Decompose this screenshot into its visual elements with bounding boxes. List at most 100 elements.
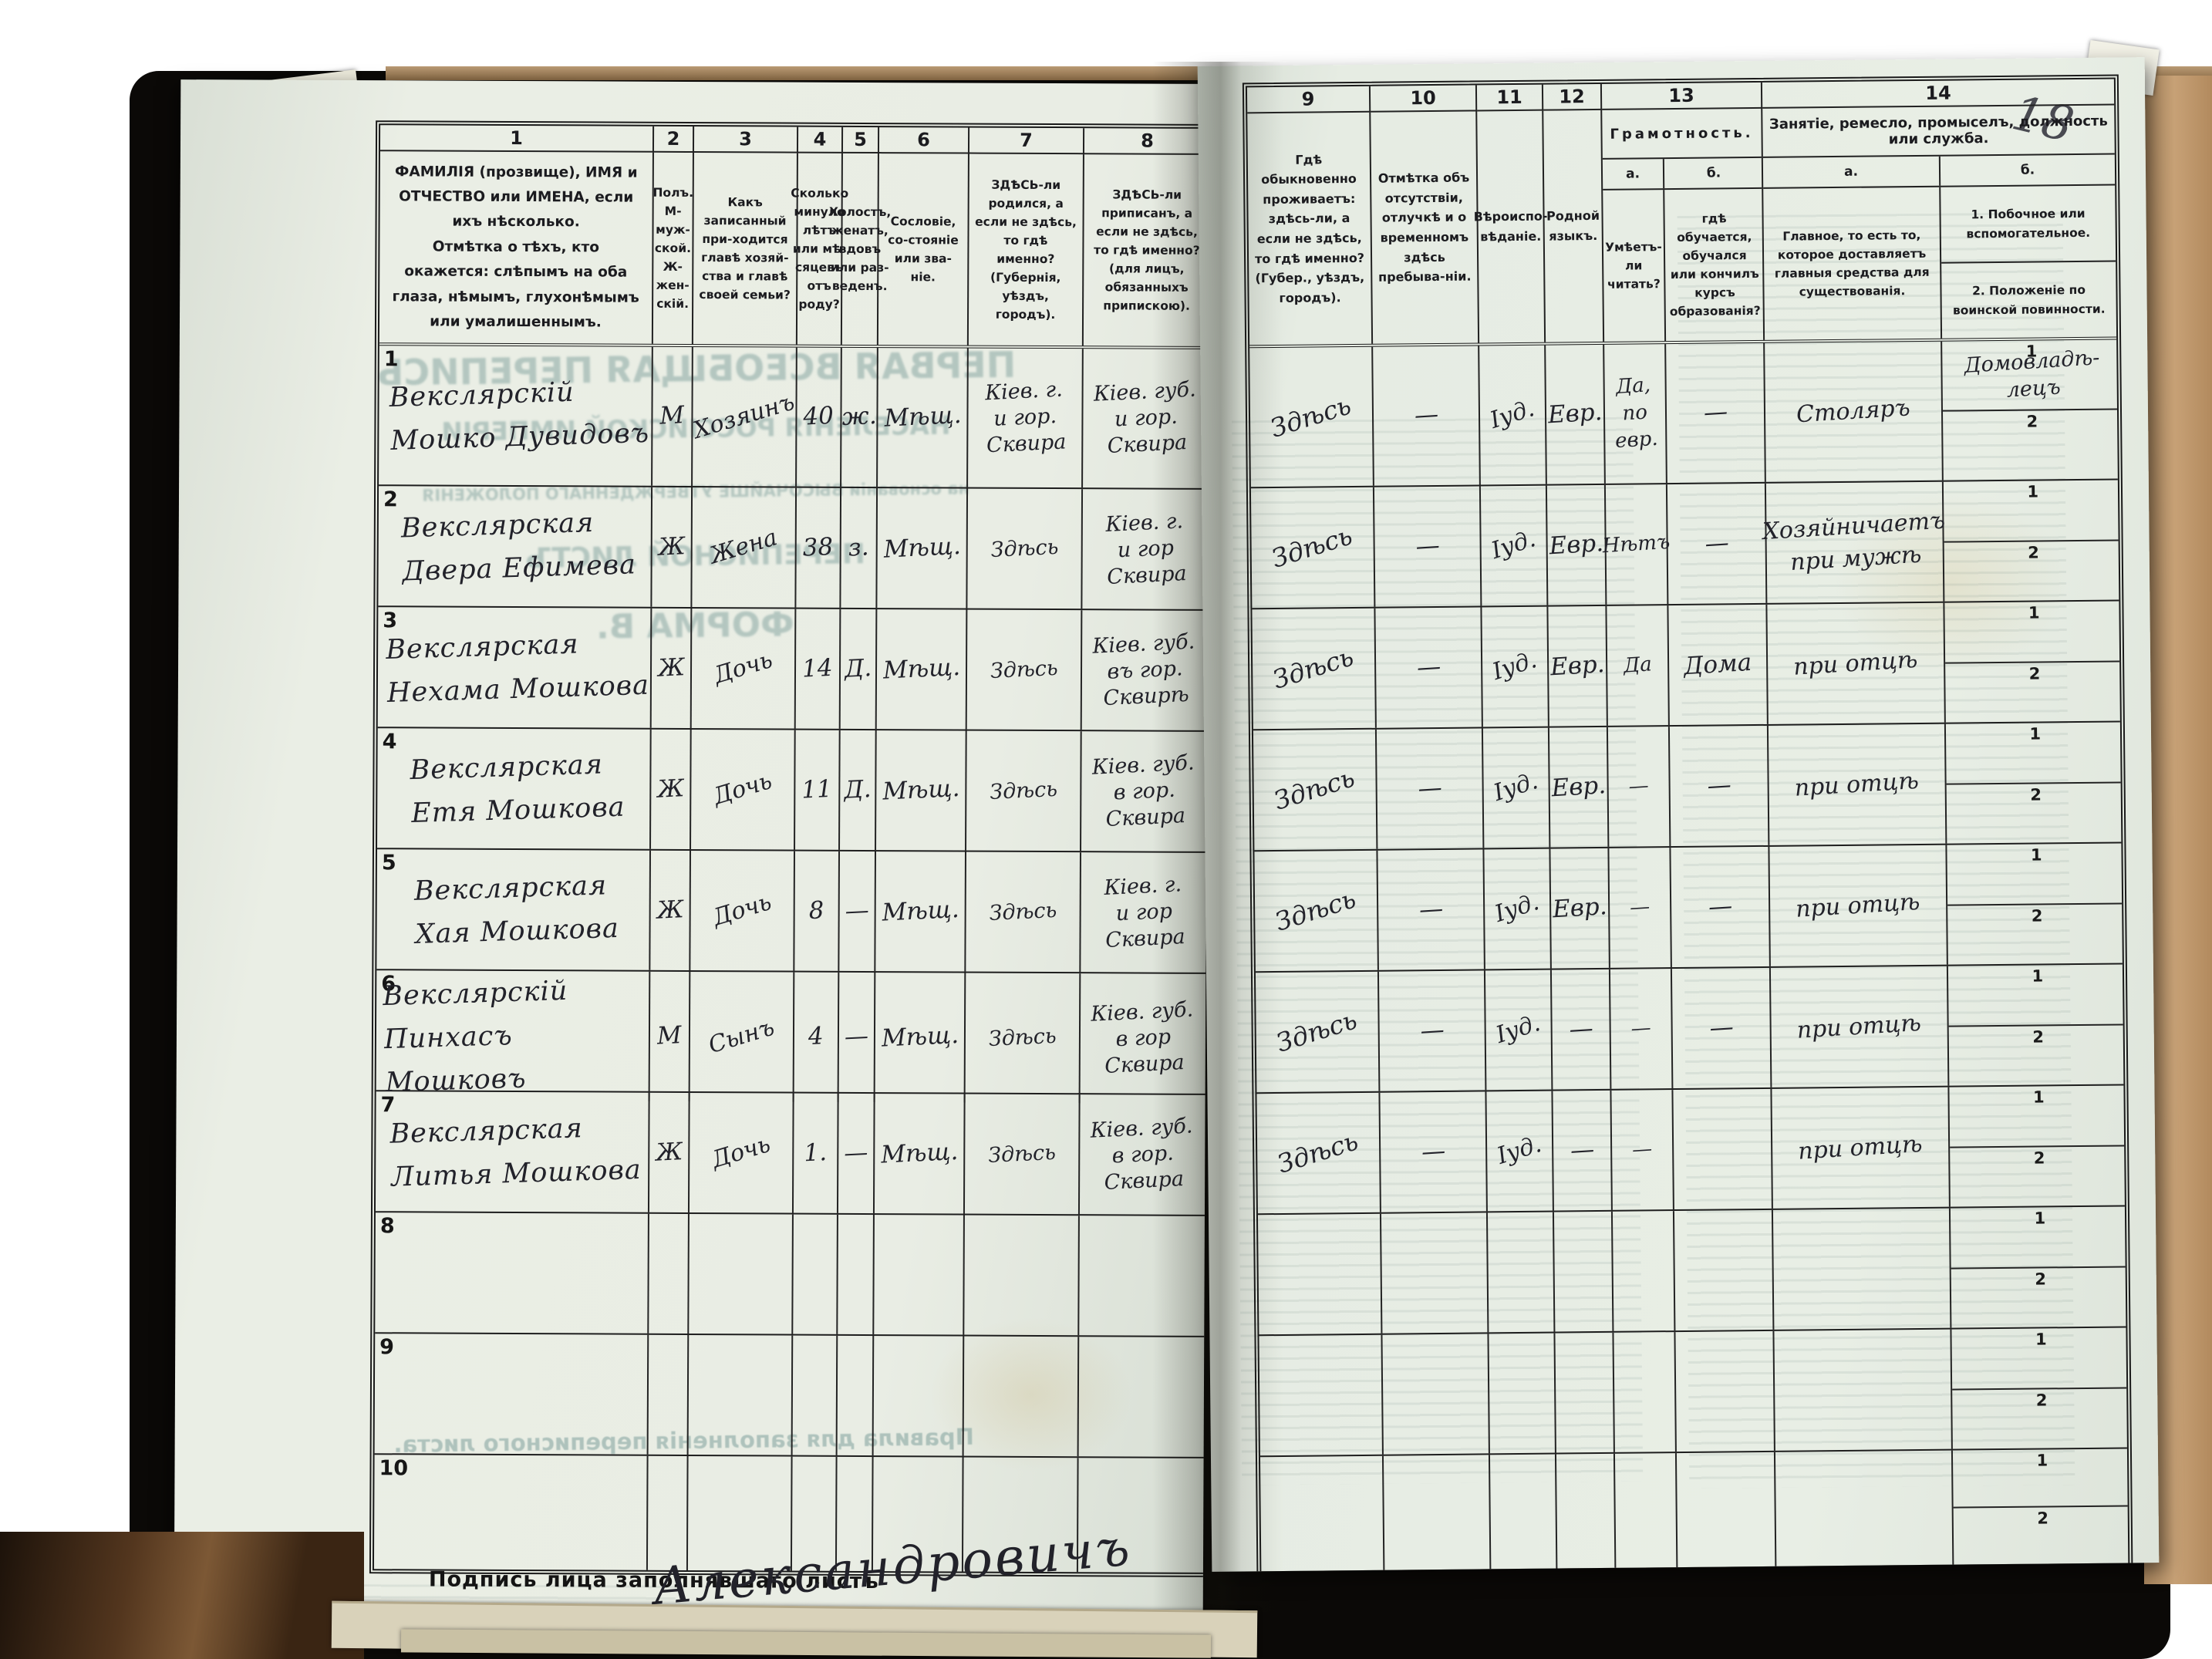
cell-name: 4 Векслярская Етя Мошкова [377, 728, 652, 849]
cell-age: 1. [793, 1093, 839, 1213]
header-registration: ЗДѢСЬ-ли приписанъ, а если не здѣсь, то … [1094, 187, 1200, 313]
cell-literacy: Нѣтъ [1602, 484, 1671, 605]
hw-estate: Мѣщ. [882, 652, 961, 685]
cell-faith: Іуд. [1482, 727, 1551, 848]
side-sub2: 2 [1950, 1146, 2125, 1207]
hw-estate: Мѣщ. [883, 401, 962, 433]
hw-literacy: Да [1622, 652, 1653, 678]
side-sub1: 1 [1944, 601, 2120, 664]
cell-side-occupation: 1 Домовладѣ- лецъ 2 [1942, 339, 2118, 481]
hw-education: — [1708, 1013, 1735, 1042]
col-number: 14 [1762, 79, 2115, 109]
column-numbers-left: 1 2 3 4 5 6 7 8 [379, 125, 1210, 155]
cell-marital: — [839, 851, 877, 972]
hw-relation: Дочь [710, 646, 776, 690]
sub1-label: 1 [2034, 1209, 2046, 1228]
header-row-left: ФАМИЛІЯ (прозвище), ИМЯ и ОТЧЕСТВО или И… [379, 151, 1209, 346]
hw-absence: — [1419, 1015, 1445, 1045]
side-sub2: 2 [1944, 541, 2119, 602]
hw-relation: Дочь [708, 1131, 774, 1174]
hw-language: Евр. [1551, 892, 1608, 923]
cell-name: 9 [374, 1334, 649, 1455]
hw-age: 11 [801, 774, 833, 804]
hw-language: Евр. [1550, 770, 1607, 802]
row-number: 1 [383, 347, 399, 372]
col-number: 11 [1476, 84, 1544, 112]
sub2-label: 2 [2028, 663, 2041, 683]
hw-occupation: при отцѣ [1796, 1009, 1923, 1044]
sub1-label: 1 [2029, 724, 2042, 744]
cell-birthplace [963, 1336, 1080, 1457]
hw-language: Евр. [1548, 528, 1604, 560]
hw-language: — [1569, 1135, 1595, 1165]
side-sub1: 1 [1952, 1448, 2128, 1509]
cell-birthplace: Здѣсь [966, 609, 1083, 730]
col-number: 7 [969, 127, 1085, 155]
cell-relation: Жена [692, 487, 797, 608]
cell-marital: — [838, 972, 876, 1103]
cell-faith: Іуд. [1480, 485, 1549, 606]
cell-residence: Здѣсь [1249, 346, 1374, 487]
cell-relation: Дочь [691, 729, 796, 850]
table-row: 1 2 [1259, 1448, 2128, 1572]
table-row: Здѣсь — Іуд. Евр. — — при отцѣ 1 2 [1254, 843, 2123, 973]
cell-registration: Кіев. губ. и гор. Сквира [1083, 349, 1209, 488]
hw-age: 38 [802, 532, 835, 562]
header-residence: Гдѣ обыкновенно проживаетъ: здѣсь-ли, а … [1247, 112, 1374, 346]
cell-language: Евр. [1548, 605, 1608, 727]
cell-marital [838, 1214, 875, 1335]
hw-literacy: Нѣтъ [1601, 530, 1671, 558]
cell-residence: Здѣсь [1254, 850, 1379, 972]
hw-registration: Кіев. губ. в гор Сквира [1090, 997, 1194, 1078]
header-occupation-main: Главное, то есть то, которое доставляетъ… [1763, 187, 1943, 340]
cell-language: Евр. [1546, 344, 1606, 484]
cell-residence: Здѣсь [1255, 971, 1381, 1093]
table-row: 6 Векслярскій Пинхасъ Мошковъ М Сынъ 4 —… [376, 970, 1209, 1104]
table-row: Здѣсь — Іуд. Евр. Нѣтъ — Хозяйничаетъ пр… [1250, 480, 2119, 610]
cell-literacy [1612, 1211, 1676, 1331]
side-sub1: 1 [1951, 1327, 2127, 1391]
hw-birthplace: Здѣсь [988, 898, 1057, 926]
cell-side-occupation: 1 2 [1952, 1448, 2128, 1564]
cell-side-occupation: 1 2 [1947, 843, 2123, 964]
cell-side-occupation: 1 2 [1949, 1085, 2125, 1207]
cell-absence: — [1378, 970, 1487, 1091]
cell-registration: Кіев. губ. в гор Сквира [1081, 973, 1207, 1104]
census-table-right: 9 10 11 12 13 14 Гдѣ обыкновенно прожива… [1242, 74, 2133, 1572]
table-row: Здѣсь — Іуд. Евр. Да Дома при отцѣ 1 2 [1252, 601, 2120, 731]
hw-age: 8 [808, 895, 825, 925]
hw-faith: Іуд. [1486, 394, 1538, 434]
cell-registration: Кіев. губ. въ гор. Сквирѣ [1082, 610, 1209, 730]
side-sub1: 1 [1943, 480, 2119, 543]
sub2-label: 2 [2032, 1027, 2044, 1047]
cell-absence: — [1373, 346, 1481, 486]
table-row: Здѣсь — Іуд. Евр. Да, по евр. — Столяръ … [1249, 339, 2118, 489]
cell-education [1676, 1452, 1777, 1568]
sub2-label: 2 [2037, 1509, 2048, 1528]
header-14b-letter: б. [2020, 162, 2035, 178]
hw-literacy: — [1631, 1137, 1654, 1162]
cell-language: — [1551, 969, 1612, 1090]
hw-occupation: при отцѣ [1797, 1130, 1924, 1165]
table-row: 2 Векслярская Двера Ефимева Ж Жена 38 з.… [378, 486, 1210, 611]
cell-marital: Д. [840, 730, 877, 851]
cell-language: Евр. [1549, 727, 1610, 848]
cell-registration: Кіев. губ. в гор. Сквира [1080, 1094, 1206, 1215]
side-sub2: 2 [1949, 1025, 2124, 1086]
cell-occupation [1774, 1329, 1953, 1451]
cell-sex [649, 1213, 690, 1334]
hw-sex: Ж [656, 895, 684, 925]
cell-language [1555, 1332, 1615, 1453]
header-literacy-group: Грамотность. а. б. Умѣетъ-ли читать? гдѣ… [1602, 108, 1765, 342]
cell-literacy [1614, 1453, 1678, 1568]
cell-relation: Хозяинъ [690, 347, 797, 487]
cell-registration [1079, 1216, 1205, 1336]
cell-sex: М [649, 971, 691, 1101]
hw-education: — [1702, 397, 1728, 427]
cell-side-occupation: 1 2 [1947, 964, 2124, 1086]
hw-age: 14 [801, 653, 834, 683]
cell-registration [1079, 1337, 1205, 1457]
cell-registration: Кіев. губ. в гор. Сквира [1081, 731, 1208, 851]
hw-registration: Кіев. губ. въ гор. Сквирѣ [1091, 629, 1195, 710]
